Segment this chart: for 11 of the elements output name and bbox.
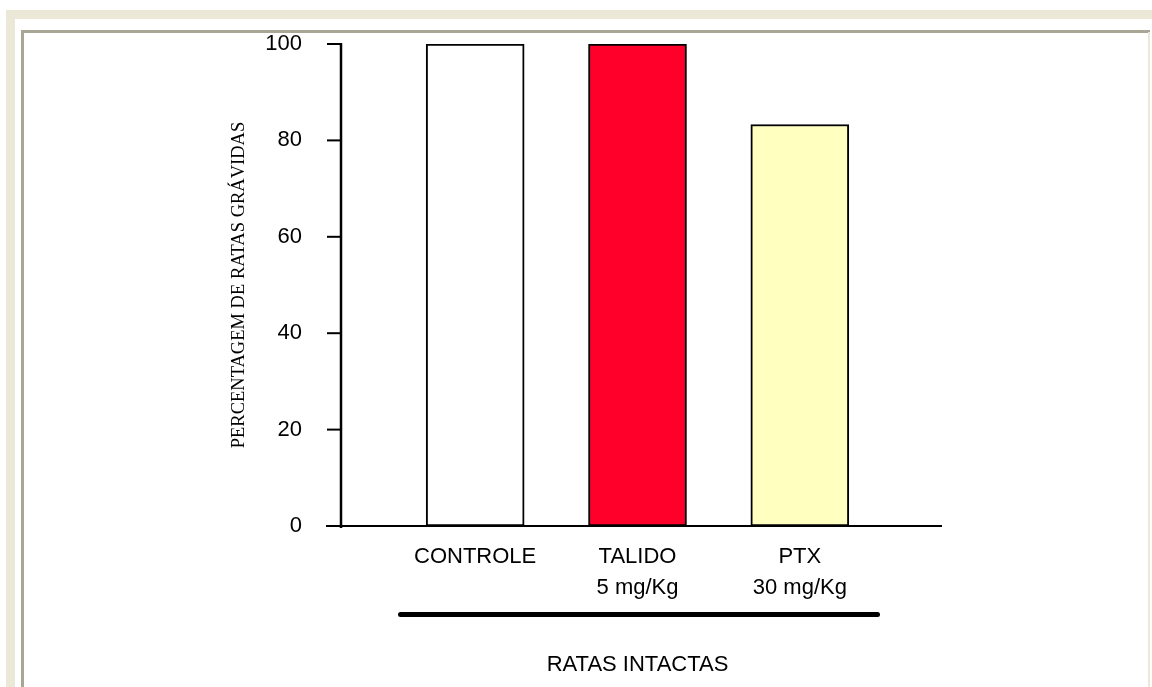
y-tick-label: 0 (289, 512, 302, 538)
x-tick-label: PTX 30 mg/Kg (752, 543, 847, 600)
y-axis-title: PERCENTAGEM DE RATAS GRÁVIDAS (226, 121, 248, 449)
y-tick-label: 60 (277, 222, 302, 248)
y-tick-label: 100 (265, 30, 302, 56)
x-axis-title: RATAS INTACTAS (546, 650, 729, 676)
x-tick-label: TALIDO 5 mg/Kg (596, 543, 679, 600)
y-tick-label: 20 (277, 415, 302, 441)
y-tick-label: 40 (277, 319, 302, 345)
x-tick-label: CONTROLE (414, 543, 537, 569)
y-tick-label: 80 (277, 126, 302, 152)
